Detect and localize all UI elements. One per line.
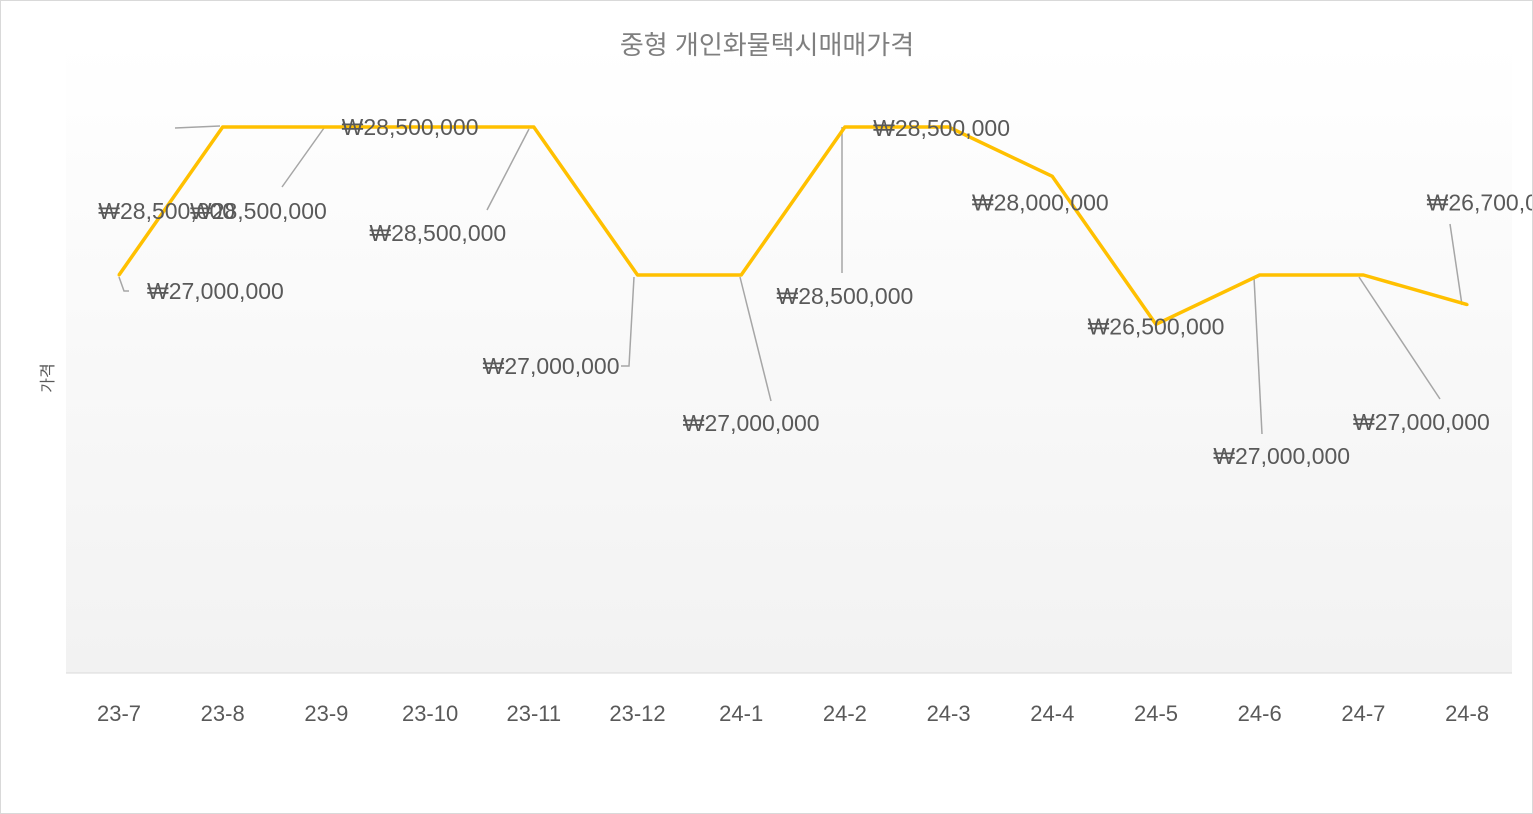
data-label: ₩28,500,000 bbox=[776, 283, 913, 309]
leader-line bbox=[1449, 223, 1463, 306]
x-tick-label: 23-11 bbox=[506, 701, 561, 726]
data-label: ₩28,500,000 bbox=[873, 115, 1010, 141]
data-point bbox=[1154, 322, 1158, 326]
leader-line bbox=[118, 276, 129, 292]
data-point bbox=[1050, 174, 1054, 178]
data-point bbox=[739, 273, 743, 277]
chart-title: 중형 개인화물택시매매가격 bbox=[620, 30, 914, 60]
data-point bbox=[843, 125, 847, 129]
x-tick-label: 23-9 bbox=[304, 701, 348, 726]
x-tick-label: 23-12 bbox=[609, 701, 665, 726]
x-tick-label: 24-6 bbox=[1238, 701, 1282, 726]
data-label: ₩26,700,000 bbox=[1427, 190, 1532, 216]
leader-line bbox=[739, 276, 772, 402]
x-tick-label: 24-2 bbox=[823, 701, 867, 726]
series-line-group bbox=[117, 125, 1469, 327]
data-label: ₩27,000,000 bbox=[1353, 409, 1490, 435]
data-point bbox=[324, 125, 328, 129]
data-point bbox=[947, 125, 951, 129]
data-label: ₩27,000,000 bbox=[483, 353, 620, 379]
data-point bbox=[1465, 303, 1469, 307]
data-point bbox=[221, 125, 225, 129]
series-line bbox=[117, 125, 1468, 327]
x-tick-label: 24-3 bbox=[927, 701, 971, 726]
leader-line bbox=[1253, 276, 1263, 435]
data-point bbox=[532, 125, 536, 129]
data-point bbox=[1361, 273, 1365, 277]
data-label: ₩28,500,000 bbox=[98, 198, 235, 224]
x-tick-label: 24-8 bbox=[1445, 701, 1489, 726]
leader-lines bbox=[118, 125, 1463, 435]
x-tick-label: 24-5 bbox=[1134, 701, 1178, 726]
x-tick-label: 23-7 bbox=[97, 701, 141, 726]
data-point bbox=[117, 273, 121, 277]
x-tick-label: 24-1 bbox=[719, 701, 763, 726]
data-label: ₩28,500,000 bbox=[190, 198, 327, 224]
x-tick-labels: 23-7 23-8 23-9 23-10 23-11 23-12 24-1 24-2 24-3 2… bbox=[97, 701, 1489, 726]
data-labels: ₩27,000,000₩28,500,000₩28,500,000₩28,500… bbox=[98, 114, 1532, 469]
x-tick-label: 23-8 bbox=[201, 701, 245, 726]
data-label: ₩28,500,000 bbox=[369, 220, 506, 246]
x-tick-label: 24-7 bbox=[1341, 701, 1385, 726]
x-tick-label: 24-4 bbox=[1030, 701, 1074, 726]
data-label: ₩27,000,000 bbox=[1213, 443, 1350, 469]
data-point bbox=[428, 125, 432, 129]
data-label: ₩26,500,000 bbox=[1088, 313, 1225, 339]
plot-area bbox=[66, 41, 1512, 673]
data-label: ₩28,500,000 bbox=[342, 114, 479, 140]
leader-line bbox=[486, 128, 530, 211]
data-point bbox=[636, 273, 639, 277]
data-point bbox=[1258, 273, 1262, 277]
data-label: ₩27,000,000 bbox=[147, 278, 284, 304]
data-label: ₩27,000,000 bbox=[683, 410, 820, 436]
leader-line bbox=[1358, 276, 1441, 400]
x-tick-label: 23-10 bbox=[402, 701, 458, 726]
leader-line bbox=[281, 127, 325, 188]
data-label: ₩28,000,000 bbox=[972, 189, 1109, 215]
leader-line bbox=[621, 276, 635, 367]
leader-line bbox=[174, 125, 221, 129]
y-axis-label: 가격 bbox=[39, 363, 57, 392]
